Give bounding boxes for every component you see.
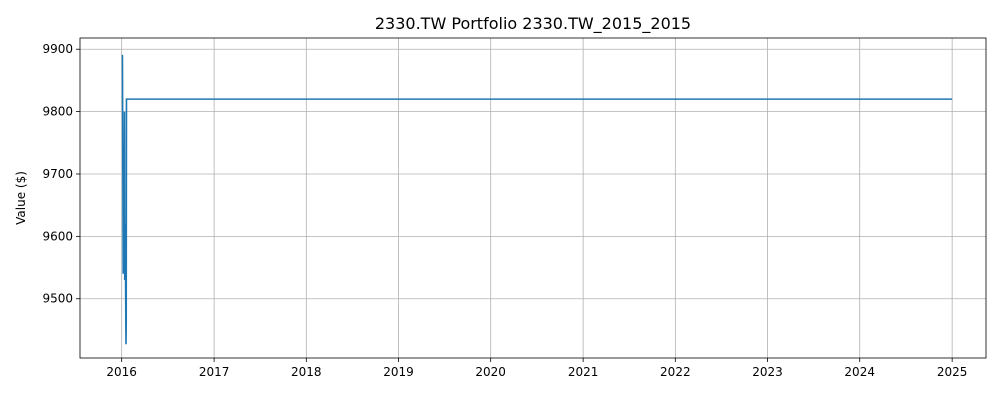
x-tick-label: 2017 [199,365,230,379]
axis-ticks: 2016 2017 2018 2019 2020 2021 2022 2023 2024 2025… [42,42,967,379]
x-tick-label: 2019 [383,365,414,379]
x-tick-label: 2025 [937,365,968,379]
y-tick-label: 9700 [42,167,73,181]
y-tick-label: 9800 [42,105,73,119]
y-tick-label: 9900 [42,42,73,56]
x-tick-label: 2016 [106,365,137,379]
plot-frame [79,37,987,359]
x-tick-label: 2022 [660,365,691,379]
x-tick-label: 2018 [291,365,322,379]
x-tick-label: 2024 [844,365,875,379]
x-tick-label: 2021 [568,365,599,379]
x-tick-label: 2023 [752,365,783,379]
x-tick-label: 2020 [475,365,506,379]
plot-area [121,54,953,345]
y-axis-label: Value ($) [14,171,28,225]
grid-layer [80,38,986,358]
series-line [121,54,953,345]
chart-title: 2330.TW Portfolio 2330.TW_2015_2015 [375,14,691,34]
y-tick-label: 9500 [42,292,73,306]
y-tick-label: 9600 [42,229,73,243]
